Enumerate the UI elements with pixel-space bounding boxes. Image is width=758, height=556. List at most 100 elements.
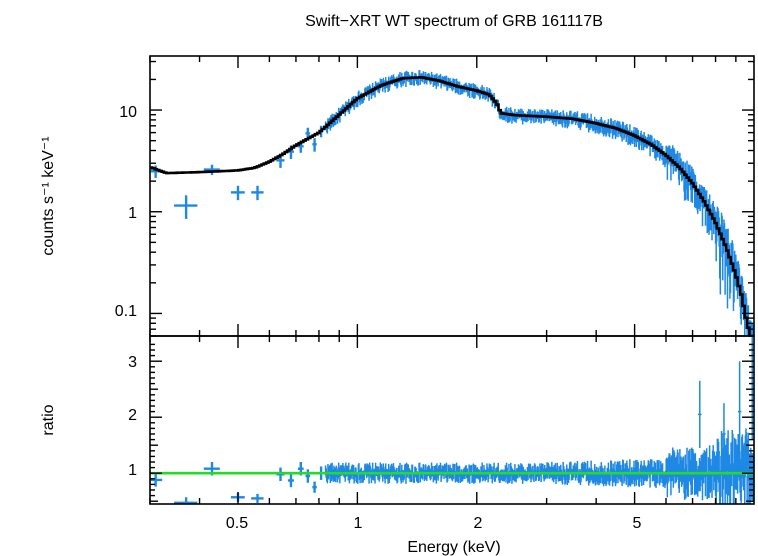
ratio-bin	[628, 472, 631, 486]
ratio-bin	[405, 474, 407, 484]
spectrum-bin	[628, 133, 631, 144]
ratio-bin	[455, 462, 458, 473]
spectrum-bin	[329, 122, 332, 131]
ratio-bin	[732, 433, 734, 475]
ratio-bin	[745, 432, 748, 474]
ratio-bin	[435, 473, 438, 484]
ratio-bin	[686, 447, 688, 473]
spectrum-bin	[551, 109, 553, 117]
ratio-spike-1	[722, 403, 726, 465]
x-axis-label: Energy (keV)	[407, 539, 500, 556]
xtick-label-2: 2	[474, 515, 483, 532]
spectrum-bin	[339, 114, 341, 123]
ytick-label-0.1: 0.1	[115, 303, 137, 320]
spectrum-bin	[417, 77, 420, 86]
spectrum-panel-frame	[149, 55, 755, 337]
ratio-point-1	[174, 497, 198, 504]
ratio-bin	[726, 474, 729, 504]
ratio-bin	[472, 463, 475, 474]
ytick-label-10: 10	[119, 104, 137, 121]
ratio-bin	[387, 473, 389, 484]
ratio-point-9	[312, 481, 317, 493]
spectrum-bin	[374, 89, 376, 98]
xtick-label-5: 5	[633, 515, 642, 532]
ratio-point-6	[287, 473, 294, 488]
ratio-bin	[649, 473, 651, 488]
spectrum-bin	[384, 84, 386, 93]
spectrum-point-4	[251, 185, 264, 201]
ytick-label-1: 1	[128, 205, 137, 222]
ratio-bin	[481, 462, 483, 473]
ratio-bin	[445, 462, 448, 473]
ratio-bin	[705, 448, 708, 474]
spectrum-bin	[468, 90, 471, 98]
spectrum-bin	[649, 144, 651, 157]
spectrum-point-2	[203, 164, 220, 175]
spectrum-bin	[726, 254, 729, 309]
ratio-bin	[417, 472, 420, 483]
ratio-bin	[507, 472, 510, 483]
spectrum-bin	[711, 216, 713, 241]
spectrum-bin	[705, 190, 708, 206]
ratio-bin	[473, 473, 475, 484]
ratio-bin	[400, 473, 402, 484]
model-curve-layer	[150, 76, 754, 336]
xtick-label-1: 1	[354, 515, 363, 532]
spectrum-point-1	[174, 195, 198, 219]
ratio-ytick-label-3: 3	[128, 354, 137, 371]
ratio-bin	[611, 474, 614, 487]
spectrum-bin	[687, 178, 689, 201]
ratio-bin	[374, 473, 376, 484]
ratio-bin	[348, 462, 350, 473]
xtick-label-0.5: 0.5	[226, 515, 248, 532]
ratio-bin	[368, 473, 370, 484]
ratio-bin	[708, 472, 710, 499]
ratio-bin	[708, 445, 711, 471]
ratio-bin	[356, 474, 359, 484]
ratio-bin	[561, 473, 564, 485]
ratio-bin	[635, 460, 637, 474]
ratio-bin	[439, 462, 442, 473]
spectrum-bin	[435, 80, 438, 89]
y-axis-label: counts s⁻¹ keV⁻¹	[40, 136, 57, 255]
spectrum-bin	[439, 73, 442, 81]
spectrum-bin	[622, 122, 625, 131]
spectrum-bin	[418, 70, 421, 77]
spectrum-bin	[635, 136, 638, 148]
chart-title: Swift−XRT WT spectrum of GRB 161117B	[305, 13, 603, 30]
spectrum-bin	[561, 118, 564, 128]
ratio-panel-frame	[149, 335, 755, 505]
ratio-spike-0	[698, 380, 702, 448]
ratio-bin	[687, 472, 689, 497]
spectrum-bin	[701, 201, 704, 227]
ratio-bin	[701, 474, 704, 501]
spectrum-bin	[621, 131, 623, 142]
ratio-bin	[629, 459, 631, 473]
ratio-bin	[635, 472, 638, 486]
model-curve	[150, 76, 754, 336]
spectrum-bin	[400, 79, 402, 88]
spectrum-bin	[708, 194, 711, 210]
spectrum-bin	[387, 84, 389, 92]
spectrum-bin	[473, 91, 475, 99]
ratio-ytick-label-2: 2	[128, 407, 137, 424]
ratio-spike-2	[737, 361, 742, 462]
ratio-bin	[418, 462, 421, 473]
spectrum-bin	[455, 78, 458, 86]
ratio-bin	[326, 473, 329, 484]
ratio-bin	[493, 462, 495, 473]
ratio-bin	[633, 460, 635, 474]
ratio-point-8	[305, 469, 311, 483]
spectrum-bin	[686, 160, 688, 176]
ratio-bin	[746, 475, 748, 504]
spectrum-bin	[683, 176, 686, 201]
ratio-bin	[691, 447, 693, 473]
spectrum-bin	[405, 79, 407, 88]
ratio-point-0	[150, 473, 163, 487]
spectrum-bin	[691, 166, 693, 182]
spectrum-point-3	[230, 185, 245, 201]
ratio-data-layer	[150, 336, 754, 504]
spectrum-bin	[481, 84, 483, 92]
spectrum-bin	[629, 124, 631, 133]
